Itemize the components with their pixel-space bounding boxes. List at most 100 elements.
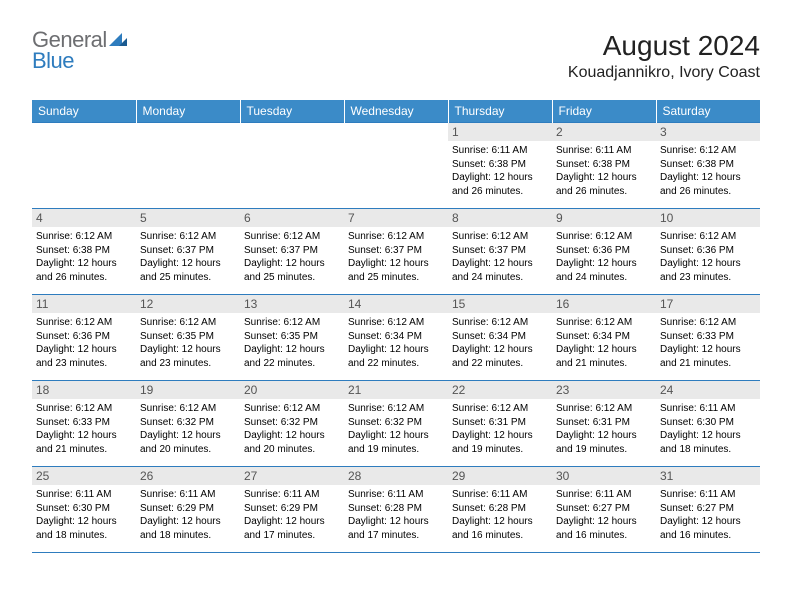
day-number: 30	[552, 467, 656, 485]
day-cell: 6Sunrise: 6:12 AMSunset: 6:37 PMDaylight…	[240, 209, 344, 295]
day-details: Sunrise: 6:12 AMSunset: 6:35 PMDaylight:…	[136, 313, 240, 374]
day-cell: 22Sunrise: 6:12 AMSunset: 6:31 PMDayligh…	[448, 381, 552, 467]
day-details: Sunrise: 6:12 AMSunset: 6:32 PMDaylight:…	[240, 399, 344, 460]
day-cell: 19Sunrise: 6:12 AMSunset: 6:32 PMDayligh…	[136, 381, 240, 467]
day-details: Sunrise: 6:11 AMSunset: 6:29 PMDaylight:…	[136, 485, 240, 546]
day-cell: 30Sunrise: 6:11 AMSunset: 6:27 PMDayligh…	[552, 467, 656, 553]
day-cell: 18Sunrise: 6:12 AMSunset: 6:33 PMDayligh…	[32, 381, 136, 467]
day-details: Sunrise: 6:12 AMSunset: 6:37 PMDaylight:…	[136, 227, 240, 288]
day-cell: 16Sunrise: 6:12 AMSunset: 6:34 PMDayligh…	[552, 295, 656, 381]
day-details: Sunrise: 6:12 AMSunset: 6:33 PMDaylight:…	[656, 313, 760, 374]
empty-cell	[240, 123, 344, 209]
day-details: Sunrise: 6:11 AMSunset: 6:27 PMDaylight:…	[552, 485, 656, 546]
page-title: August 2024	[568, 30, 760, 62]
day-details: Sunrise: 6:11 AMSunset: 6:28 PMDaylight:…	[448, 485, 552, 546]
day-cell: 25Sunrise: 6:11 AMSunset: 6:30 PMDayligh…	[32, 467, 136, 553]
day-number: 28	[344, 467, 448, 485]
day-details: Sunrise: 6:12 AMSunset: 6:37 PMDaylight:…	[344, 227, 448, 288]
day-number: 22	[448, 381, 552, 399]
day-details: Sunrise: 6:11 AMSunset: 6:38 PMDaylight:…	[448, 141, 552, 202]
week-row: 25Sunrise: 6:11 AMSunset: 6:30 PMDayligh…	[32, 467, 760, 553]
day-number: 14	[344, 295, 448, 313]
day-details: Sunrise: 6:11 AMSunset: 6:27 PMDaylight:…	[656, 485, 760, 546]
day-cell: 5Sunrise: 6:12 AMSunset: 6:37 PMDaylight…	[136, 209, 240, 295]
week-row: 4Sunrise: 6:12 AMSunset: 6:38 PMDaylight…	[32, 209, 760, 295]
day-cell: 7Sunrise: 6:12 AMSunset: 6:37 PMDaylight…	[344, 209, 448, 295]
day-details: Sunrise: 6:12 AMSunset: 6:36 PMDaylight:…	[656, 227, 760, 288]
day-cell: 11Sunrise: 6:12 AMSunset: 6:36 PMDayligh…	[32, 295, 136, 381]
day-cell: 15Sunrise: 6:12 AMSunset: 6:34 PMDayligh…	[448, 295, 552, 381]
calendar-table: SundayMondayTuesdayWednesdayThursdayFrid…	[32, 100, 760, 553]
day-details: Sunrise: 6:11 AMSunset: 6:30 PMDaylight:…	[32, 485, 136, 546]
day-number: 25	[32, 467, 136, 485]
day-cell: 31Sunrise: 6:11 AMSunset: 6:27 PMDayligh…	[656, 467, 760, 553]
day-cell: 2Sunrise: 6:11 AMSunset: 6:38 PMDaylight…	[552, 123, 656, 209]
day-cell: 12Sunrise: 6:12 AMSunset: 6:35 PMDayligh…	[136, 295, 240, 381]
day-cell: 20Sunrise: 6:12 AMSunset: 6:32 PMDayligh…	[240, 381, 344, 467]
day-details: Sunrise: 6:12 AMSunset: 6:36 PMDaylight:…	[32, 313, 136, 374]
day-header-monday: Monday	[136, 100, 240, 123]
day-details: Sunrise: 6:12 AMSunset: 6:31 PMDaylight:…	[448, 399, 552, 460]
day-number: 6	[240, 209, 344, 227]
day-details: Sunrise: 6:12 AMSunset: 6:34 PMDaylight:…	[552, 313, 656, 374]
day-details: Sunrise: 6:12 AMSunset: 6:33 PMDaylight:…	[32, 399, 136, 460]
day-number: 27	[240, 467, 344, 485]
day-details: Sunrise: 6:11 AMSunset: 6:30 PMDaylight:…	[656, 399, 760, 460]
day-cell: 23Sunrise: 6:12 AMSunset: 6:31 PMDayligh…	[552, 381, 656, 467]
day-details: Sunrise: 6:11 AMSunset: 6:38 PMDaylight:…	[552, 141, 656, 202]
day-cell: 8Sunrise: 6:12 AMSunset: 6:37 PMDaylight…	[448, 209, 552, 295]
day-number: 23	[552, 381, 656, 399]
day-cell: 3Sunrise: 6:12 AMSunset: 6:38 PMDaylight…	[656, 123, 760, 209]
day-header-wednesday: Wednesday	[344, 100, 448, 123]
day-details: Sunrise: 6:12 AMSunset: 6:31 PMDaylight:…	[552, 399, 656, 460]
day-header-friday: Friday	[552, 100, 656, 123]
day-cell: 9Sunrise: 6:12 AMSunset: 6:36 PMDaylight…	[552, 209, 656, 295]
day-cell: 4Sunrise: 6:12 AMSunset: 6:38 PMDaylight…	[32, 209, 136, 295]
day-number: 20	[240, 381, 344, 399]
day-number: 24	[656, 381, 760, 399]
day-cell: 13Sunrise: 6:12 AMSunset: 6:35 PMDayligh…	[240, 295, 344, 381]
day-details: Sunrise: 6:11 AMSunset: 6:29 PMDaylight:…	[240, 485, 344, 546]
day-number: 4	[32, 209, 136, 227]
day-number: 3	[656, 123, 760, 141]
day-details: Sunrise: 6:12 AMSunset: 6:36 PMDaylight:…	[552, 227, 656, 288]
day-number: 15	[448, 295, 552, 313]
day-number: 29	[448, 467, 552, 485]
day-cell: 1Sunrise: 6:11 AMSunset: 6:38 PMDaylight…	[448, 123, 552, 209]
day-details: Sunrise: 6:12 AMSunset: 6:38 PMDaylight:…	[656, 141, 760, 202]
empty-cell	[344, 123, 448, 209]
week-row: 1Sunrise: 6:11 AMSunset: 6:38 PMDaylight…	[32, 123, 760, 209]
day-number: 7	[344, 209, 448, 227]
day-details: Sunrise: 6:12 AMSunset: 6:38 PMDaylight:…	[32, 227, 136, 288]
day-cell: 28Sunrise: 6:11 AMSunset: 6:28 PMDayligh…	[344, 467, 448, 553]
empty-cell	[32, 123, 136, 209]
day-details: Sunrise: 6:11 AMSunset: 6:28 PMDaylight:…	[344, 485, 448, 546]
day-header-thursday: Thursday	[448, 100, 552, 123]
day-number: 19	[136, 381, 240, 399]
day-number: 1	[448, 123, 552, 141]
day-number: 11	[32, 295, 136, 313]
calendar-header-row: SundayMondayTuesdayWednesdayThursdayFrid…	[32, 100, 760, 123]
day-number: 16	[552, 295, 656, 313]
day-number: 8	[448, 209, 552, 227]
empty-cell	[136, 123, 240, 209]
day-cell: 10Sunrise: 6:12 AMSunset: 6:36 PMDayligh…	[656, 209, 760, 295]
day-number: 5	[136, 209, 240, 227]
day-details: Sunrise: 6:12 AMSunset: 6:37 PMDaylight:…	[448, 227, 552, 288]
title-block: August 2024 Kouadjannikro, Ivory Coast	[568, 30, 760, 82]
day-number: 31	[656, 467, 760, 485]
day-number: 21	[344, 381, 448, 399]
day-number: 12	[136, 295, 240, 313]
day-cell: 24Sunrise: 6:11 AMSunset: 6:30 PMDayligh…	[656, 381, 760, 467]
day-details: Sunrise: 6:12 AMSunset: 6:34 PMDaylight:…	[448, 313, 552, 374]
logo: GeneralBlue	[32, 30, 127, 72]
day-details: Sunrise: 6:12 AMSunset: 6:34 PMDaylight:…	[344, 313, 448, 374]
day-header-sunday: Sunday	[32, 100, 136, 123]
day-details: Sunrise: 6:12 AMSunset: 6:35 PMDaylight:…	[240, 313, 344, 374]
day-header-tuesday: Tuesday	[240, 100, 344, 123]
day-cell: 14Sunrise: 6:12 AMSunset: 6:34 PMDayligh…	[344, 295, 448, 381]
week-row: 18Sunrise: 6:12 AMSunset: 6:33 PMDayligh…	[32, 381, 760, 467]
day-number: 10	[656, 209, 760, 227]
day-number: 9	[552, 209, 656, 227]
day-details: Sunrise: 6:12 AMSunset: 6:32 PMDaylight:…	[136, 399, 240, 460]
